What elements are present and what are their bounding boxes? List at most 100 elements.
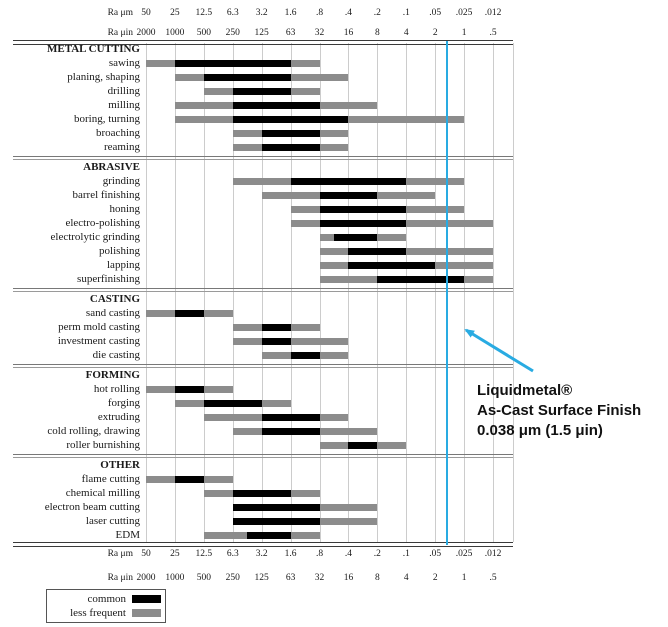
bar-segment-common	[290, 177, 407, 185]
axis-tick-uin: 4	[403, 28, 409, 38]
bar-segment-common	[232, 503, 320, 511]
axis-tick-um: 12.5	[195, 549, 213, 559]
bar-segment-less-frequent	[290, 489, 320, 497]
bar-segment-common	[377, 275, 465, 283]
process-label: hot rolling	[93, 383, 140, 395]
axis-tick-uin: 1000	[165, 28, 185, 38]
bar-segment-less-frequent	[174, 73, 204, 81]
process-label: electron beam cutting	[44, 501, 140, 513]
axis-tick-um: .2	[373, 8, 381, 18]
process-label: polishing	[99, 245, 140, 257]
process-label: lapping	[107, 259, 140, 271]
bar-segment-less-frequent	[261, 191, 320, 199]
bar-segment-less-frequent	[203, 309, 233, 317]
bar-segment-less-frequent	[290, 73, 349, 81]
process-label: EDM	[115, 529, 140, 541]
axis-tick-uin: 250	[225, 28, 240, 38]
axis-tick-uin: .5	[489, 28, 497, 38]
axis-tick-uin: .5	[489, 573, 497, 583]
section-divider	[13, 156, 513, 160]
bar-segment-common	[348, 261, 436, 269]
bar-segment-less-frequent	[232, 129, 262, 137]
bar-segment-less-frequent	[319, 413, 349, 421]
gridline	[377, 43, 379, 542]
process-label: perm mold casting	[58, 321, 140, 333]
bar-segment-less-frequent	[146, 475, 175, 483]
bar-segment-less-frequent	[203, 385, 233, 393]
axis-tick-um: 50	[141, 549, 151, 559]
section-header: METAL CUTTING	[46, 43, 140, 55]
gridline	[203, 43, 205, 542]
bar-segment-common	[232, 517, 320, 525]
liquidmetal-callout: Liquidmetal® As-Cast Surface Finish 0.03…	[477, 381, 641, 441]
bar-segment-common	[232, 489, 291, 497]
bar-segment-less-frequent	[319, 233, 334, 241]
bar-segment-less-frequent	[232, 337, 262, 345]
process-label: planing, shaping	[67, 71, 140, 83]
process-label: flame cutting	[81, 473, 140, 485]
bar-segment-less-frequent	[290, 87, 320, 95]
legend-label-common: common	[87, 593, 127, 605]
bar-segment-less-frequent	[464, 275, 494, 283]
bar-segment-less-frequent	[232, 143, 262, 151]
axis-tick-uin: 63	[285, 573, 296, 583]
bar-segment-common	[232, 87, 291, 95]
section-header: OTHER	[100, 459, 140, 471]
bar-segment-common	[174, 309, 204, 317]
gridline	[348, 43, 350, 542]
bar-segment-less-frequent	[174, 115, 233, 123]
bar-segment-less-frequent	[319, 275, 378, 283]
axis-tick-uin: 1	[461, 28, 467, 38]
axis-tick-uin: 4	[403, 573, 409, 583]
axis-tick-um: .1	[402, 549, 410, 559]
axis-tick-uin: 16	[343, 573, 354, 583]
process-label: broaching	[96, 127, 140, 139]
axis-tick-um: 50	[141, 8, 151, 18]
callout-value: 0.038 μm (1.5 μin)	[477, 422, 603, 439]
section-header: ABRASIVE	[83, 161, 140, 173]
axis-tick-uin: 500	[196, 28, 211, 38]
axis-tick-um: 3.2	[255, 8, 268, 18]
legend-swatch-common	[132, 595, 161, 603]
process-label: forging	[107, 397, 140, 409]
gridline	[464, 43, 466, 542]
axis-tick-um: 25	[170, 8, 180, 18]
axis-tick-um: 6.3	[226, 8, 239, 18]
bar-segment-less-frequent	[203, 413, 262, 421]
legend: common less frequent	[46, 589, 166, 623]
gridline	[493, 43, 495, 542]
process-label: roller burnishing	[66, 439, 140, 451]
bar-segment-common	[232, 101, 320, 109]
axis-tick-um: 25	[170, 549, 180, 559]
axis-caption-ra-um: Ra μm	[107, 8, 133, 18]
process-label: cold rolling, drawing	[47, 425, 140, 437]
bar-segment-common	[348, 441, 378, 449]
axis-tick-uin: 63	[285, 28, 296, 38]
gridline	[174, 43, 176, 542]
gridline	[232, 43, 234, 542]
bar-segment-less-frequent	[319, 427, 378, 435]
axis-tick-um: .05	[429, 549, 442, 559]
bar-segment-common	[261, 143, 320, 151]
axis-tick-uin: 8	[374, 573, 380, 583]
bar-segment-less-frequent	[290, 337, 349, 345]
gridline	[435, 43, 437, 542]
bar-segment-less-frequent	[377, 233, 407, 241]
section-header: FORMING	[85, 369, 140, 381]
bar-segment-less-frequent	[377, 191, 436, 199]
bar-segment-common	[247, 531, 291, 539]
axis-tick-uin: 1000	[165, 573, 185, 583]
bar-segment-less-frequent	[290, 531, 320, 539]
axis-tick-uin: 2	[432, 28, 438, 38]
axis-tick-um: .4	[344, 8, 352, 18]
legend-swatch-less-frequent	[132, 609, 161, 617]
bar-segment-common	[261, 129, 320, 137]
bar-segment-common	[261, 413, 320, 421]
bar-segment-less-frequent	[261, 351, 291, 359]
bar-segment-common	[232, 115, 349, 123]
bar-segment-less-frequent	[319, 503, 378, 511]
bar-segment-less-frequent	[406, 247, 494, 255]
bar-segment-less-frequent	[290, 323, 320, 331]
bar-segment-less-frequent	[203, 531, 248, 539]
